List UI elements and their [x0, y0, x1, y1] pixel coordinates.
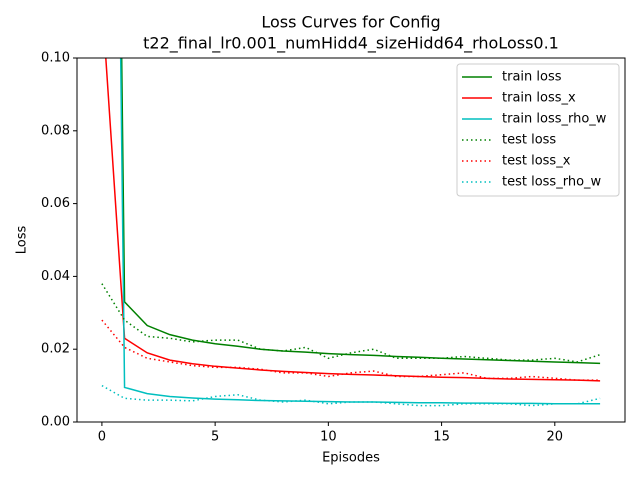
legend-label: test loss_rho_w: [502, 175, 602, 190]
x-tick-label: 15: [433, 430, 450, 445]
chart-subtitle: t22_final_lr0.001_numHidd4_sizeHidd64_rh…: [143, 34, 559, 54]
plot-area: [101, 58, 601, 407]
legend-label: train loss_x: [502, 91, 576, 106]
y-tick-label: 0.08: [41, 123, 70, 138]
series-line: [101, 319, 601, 381]
legend-label: train loss: [502, 70, 562, 85]
series-line: [119, 58, 601, 405]
series-line: [105, 58, 601, 382]
y-tick-label: 0.06: [41, 196, 70, 211]
chart-title: Loss Curves for Config: [261, 13, 440, 32]
y-tick-label: 0.02: [41, 342, 70, 357]
series-line: [120, 58, 601, 365]
legend-box: [456, 63, 620, 197]
series-line: [101, 283, 601, 363]
x-tick-label: 0: [98, 430, 106, 445]
x-tick-label: 20: [547, 430, 564, 445]
x-tick-label: 10: [320, 430, 337, 445]
y-axis-label: Loss: [15, 226, 30, 255]
legend-label: train loss_rho_w: [502, 112, 607, 127]
y-tick-label: 0.10: [41, 51, 70, 66]
legend-label: test loss_x: [502, 154, 571, 169]
y-tick-label: 0.00: [41, 415, 70, 430]
x-axis-label: Episodes: [322, 451, 380, 466]
axes-frame: [76, 57, 626, 423]
series-line: [101, 384, 601, 407]
y-tick-label: 0.04: [41, 269, 70, 284]
x-tick-label: 5: [211, 430, 219, 445]
legend-label: test loss: [502, 133, 556, 148]
